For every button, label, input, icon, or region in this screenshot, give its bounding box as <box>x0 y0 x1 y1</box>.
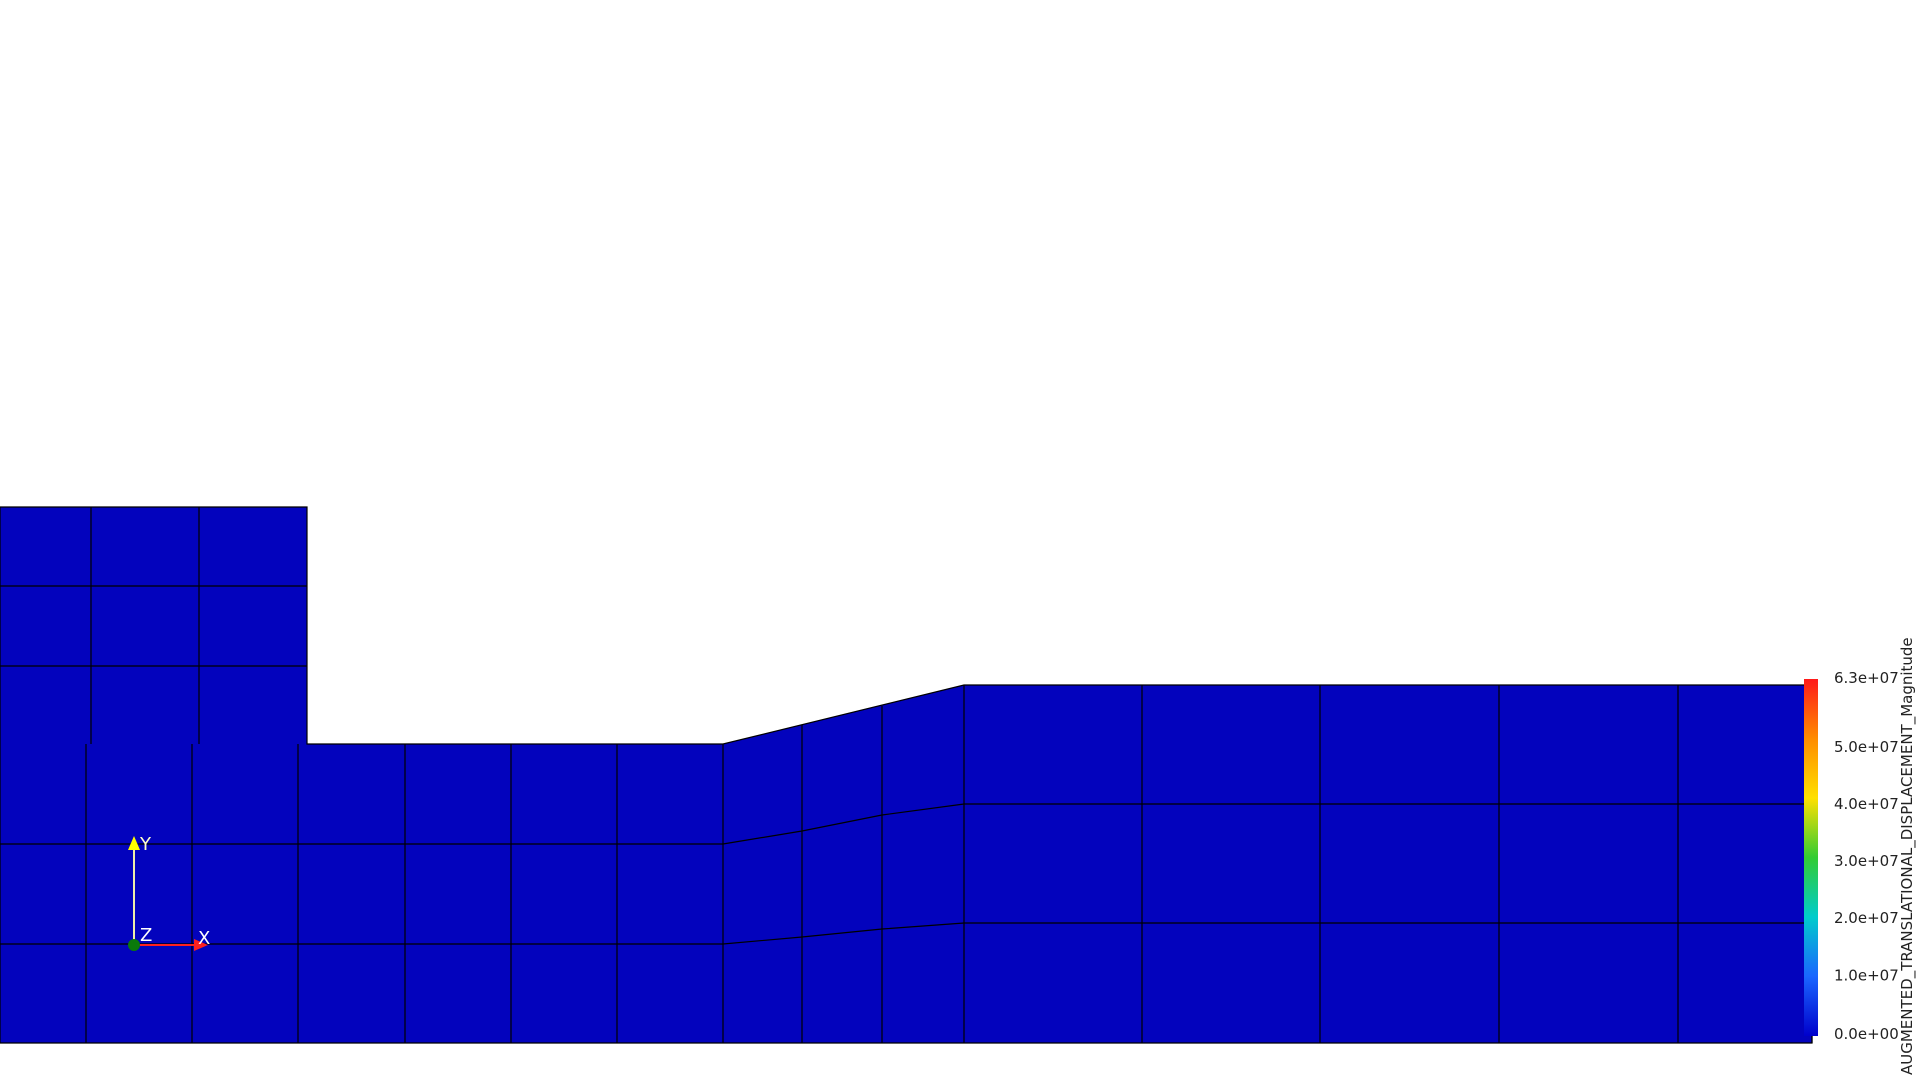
scalar-bar-tick-label: 5.0e+07 <box>1834 738 1899 756</box>
scalar-bar-tick-label: 3.0e+07 <box>1834 852 1899 870</box>
y-axis-arrowhead <box>128 836 140 850</box>
scalar-bar: 5.0e+07 4.0e+07 3.0e+07 2.0e+07 1.0e+07 6.3e… <box>1804 637 1917 1075</box>
scalar-bar-gradient <box>1804 679 1818 1036</box>
mesh-body <box>0 507 1812 1043</box>
mesh-region <box>0 507 1812 1043</box>
mesh-edge <box>0 803 1812 845</box>
x-axis-arrowhead <box>194 939 208 951</box>
scalar-bar-tick-label: 1.0e+07 <box>1834 966 1899 984</box>
z-axis-label: Z <box>140 925 152 946</box>
y-axis-label: Y <box>139 834 152 855</box>
scalar-bar-tick-label: 2.0e+07 <box>1834 909 1899 927</box>
mesh-edge <box>0 922 1812 945</box>
scalar-bar-ticks: 5.0e+07 4.0e+07 3.0e+07 2.0e+07 1.0e+07 <box>1818 738 1899 984</box>
z-axis-dot <box>128 939 140 951</box>
x-axis-label: X <box>198 928 210 949</box>
scalar-bar-max-label: 6.3e+07 <box>1834 669 1899 687</box>
orientation-axes: Y X Z <box>128 834 210 951</box>
scalar-bar-min-label: 0.0e+00 <box>1834 1025 1899 1043</box>
scalar-bar-tick-label: 4.0e+07 <box>1834 795 1899 813</box>
scalar-bar-title: AUGMENTED_TRANSLATIONAL_DISPLACEMENT_Mag… <box>1898 637 1917 1075</box>
